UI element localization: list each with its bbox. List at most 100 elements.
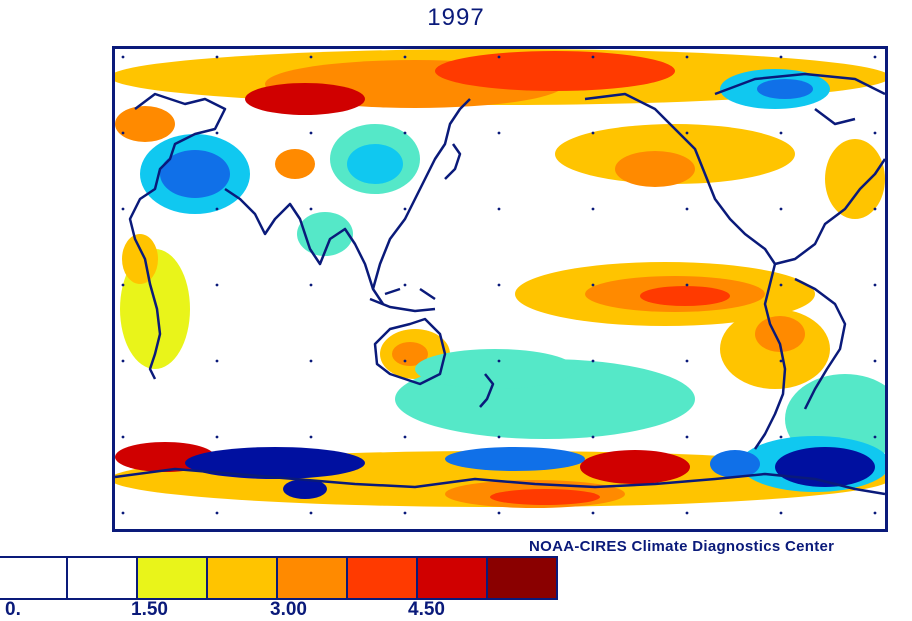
colorbar bbox=[0, 556, 558, 600]
graticule-dot bbox=[215, 55, 219, 59]
anomaly-southern-lower-red bbox=[490, 489, 600, 505]
anomaly-siberia-dark bbox=[245, 83, 365, 115]
anomaly-north-atlantic-warm bbox=[825, 139, 885, 219]
anomaly-enso-red bbox=[640, 286, 730, 306]
colorbar-tick-label: 4.50 bbox=[408, 599, 445, 620]
graticule-dot bbox=[591, 435, 595, 439]
graticule-dot bbox=[873, 283, 877, 287]
graticule-dot bbox=[873, 359, 877, 363]
anomaly-antarctic-small-blue bbox=[283, 479, 327, 499]
graticule-dot bbox=[873, 207, 877, 211]
graticule-dot bbox=[497, 435, 501, 439]
coastlines bbox=[115, 72, 885, 496]
coast-antarctica bbox=[115, 467, 885, 496]
colorbar-swatch bbox=[0, 556, 68, 600]
graticule-dot bbox=[121, 511, 125, 515]
colorbar-tick-label: 3.00 bbox=[270, 599, 307, 620]
anomaly-fields bbox=[115, 49, 885, 508]
graticule-dot bbox=[497, 283, 501, 287]
colorbar-swatch bbox=[276, 556, 348, 600]
graticule-dot bbox=[497, 55, 501, 59]
graticule-dot bbox=[403, 55, 407, 59]
anomaly-arctic-red bbox=[435, 51, 675, 91]
anomaly-australia-orange bbox=[392, 342, 428, 366]
graticule-dot bbox=[497, 131, 501, 135]
graticule-dot bbox=[215, 283, 219, 287]
graticule-dot bbox=[873, 131, 877, 135]
graticule-dot bbox=[497, 207, 501, 211]
anomaly-india-cool bbox=[297, 212, 353, 256]
coast-australia bbox=[373, 317, 447, 386]
graticule-dot bbox=[873, 435, 877, 439]
graticule-dot bbox=[591, 131, 595, 135]
anomaly-alaska-orange bbox=[615, 151, 695, 187]
colorbar-swatch bbox=[416, 556, 488, 600]
graticule-dot bbox=[779, 359, 783, 363]
coast-arctic-canada bbox=[714, 72, 885, 126]
graticule-dot bbox=[873, 55, 877, 59]
graticule-dot bbox=[779, 131, 783, 135]
anomaly-antarctic-center-blue bbox=[445, 447, 585, 471]
graticule-dot bbox=[309, 435, 313, 439]
colorbar-swatch bbox=[136, 556, 208, 600]
graticule-dot bbox=[121, 207, 125, 211]
colorbar-swatch bbox=[346, 556, 418, 600]
graticule-dot bbox=[215, 359, 219, 363]
anomaly-africa-orange bbox=[122, 234, 158, 284]
graticule-dot bbox=[591, 55, 595, 59]
coast-south-america bbox=[753, 263, 847, 450]
anomaly-canada-blue bbox=[757, 79, 813, 99]
graticule-dot bbox=[121, 283, 125, 287]
graticule-dot bbox=[215, 511, 219, 515]
graticule-dot bbox=[591, 283, 595, 287]
anomaly-southern-center-red bbox=[580, 450, 690, 484]
graticule-dot bbox=[403, 359, 407, 363]
graticule-dot bbox=[685, 283, 689, 287]
graticule-dot bbox=[403, 131, 407, 135]
colorbar-tick-label: 1.50 bbox=[131, 599, 168, 620]
graticule-dot bbox=[685, 359, 689, 363]
graticule-dot bbox=[309, 131, 313, 135]
graticule-dot bbox=[121, 359, 125, 363]
graticule-dot bbox=[873, 511, 877, 515]
anomaly-europe-blue bbox=[160, 150, 230, 198]
coast-indonesia bbox=[369, 287, 436, 313]
colorbar-swatch bbox=[206, 556, 278, 600]
graticule-dot bbox=[779, 207, 783, 211]
anomaly-tasman-cool bbox=[415, 349, 575, 389]
coast-north-america bbox=[584, 92, 885, 266]
anomaly-central-asia-warm bbox=[275, 149, 315, 179]
graticule-dot bbox=[309, 283, 313, 287]
colorbar-swatch bbox=[486, 556, 558, 600]
graticule-dot bbox=[779, 283, 783, 287]
graticule-dot bbox=[403, 207, 407, 211]
coast-europe-africa bbox=[128, 92, 227, 380]
graticule-dot bbox=[497, 511, 501, 515]
graticule-dot bbox=[591, 207, 595, 211]
anomaly-europe-warm bbox=[115, 106, 175, 142]
anomaly-map bbox=[112, 46, 888, 532]
graticule-dot bbox=[591, 511, 595, 515]
anomaly-asia-cyan bbox=[347, 144, 403, 184]
graticule-dot bbox=[591, 359, 595, 363]
coast-new-zealand bbox=[479, 373, 495, 408]
graticule-dot bbox=[309, 207, 313, 211]
graticule-dot bbox=[121, 55, 125, 59]
graticule-dots bbox=[121, 55, 877, 515]
graticule-dot bbox=[497, 359, 501, 363]
graticule-dot bbox=[685, 207, 689, 211]
graticule-dot bbox=[215, 207, 219, 211]
anomaly-map-canvas bbox=[115, 49, 885, 515]
graticule-dot bbox=[685, 511, 689, 515]
anomaly-antarctic-far-blue bbox=[710, 450, 760, 478]
graticule-dot bbox=[215, 435, 219, 439]
graticule-dot bbox=[309, 55, 313, 59]
graticule-dot bbox=[403, 435, 407, 439]
colorbar-tick-label: 0. bbox=[5, 599, 21, 620]
map-title: 1997 bbox=[427, 4, 485, 31]
graticule-dot bbox=[309, 359, 313, 363]
graticule-dot bbox=[121, 435, 125, 439]
graticule-dot bbox=[779, 55, 783, 59]
graticule-dot bbox=[309, 511, 313, 515]
anomaly-antarctic-left-blue bbox=[185, 447, 365, 479]
